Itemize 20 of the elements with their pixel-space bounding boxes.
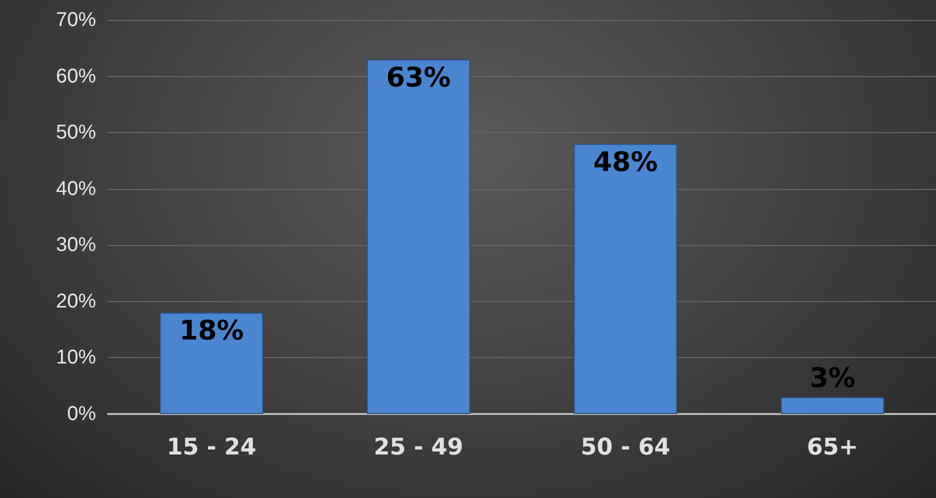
x-tick-label: 65+ — [806, 434, 858, 460]
y-tick-label: 60% — [56, 65, 96, 88]
data-label: 63% — [386, 62, 451, 94]
bar — [160, 312, 264, 414]
y-tick-label: 70% — [56, 9, 96, 31]
data-label: 3% — [810, 363, 856, 394]
data-label: 48% — [593, 146, 658, 178]
bar — [574, 144, 678, 414]
x-tick-label: 25 - 49 — [374, 434, 464, 460]
y-tick-label: 40% — [56, 178, 96, 200]
y-tick-label: 10% — [56, 346, 96, 369]
bar — [366, 59, 470, 414]
x-tick-label: 50 - 64 — [580, 434, 670, 460]
bar — [780, 397, 884, 414]
data-label: 18% — [179, 316, 244, 347]
y-tick-label: 0% — [67, 403, 96, 425]
y-tick-label: 20% — [56, 290, 96, 312]
x-tick-label: 15 - 24 — [166, 434, 256, 460]
y-tick-label: 30% — [56, 234, 96, 256]
y-tick-label: 50% — [56, 122, 96, 144]
